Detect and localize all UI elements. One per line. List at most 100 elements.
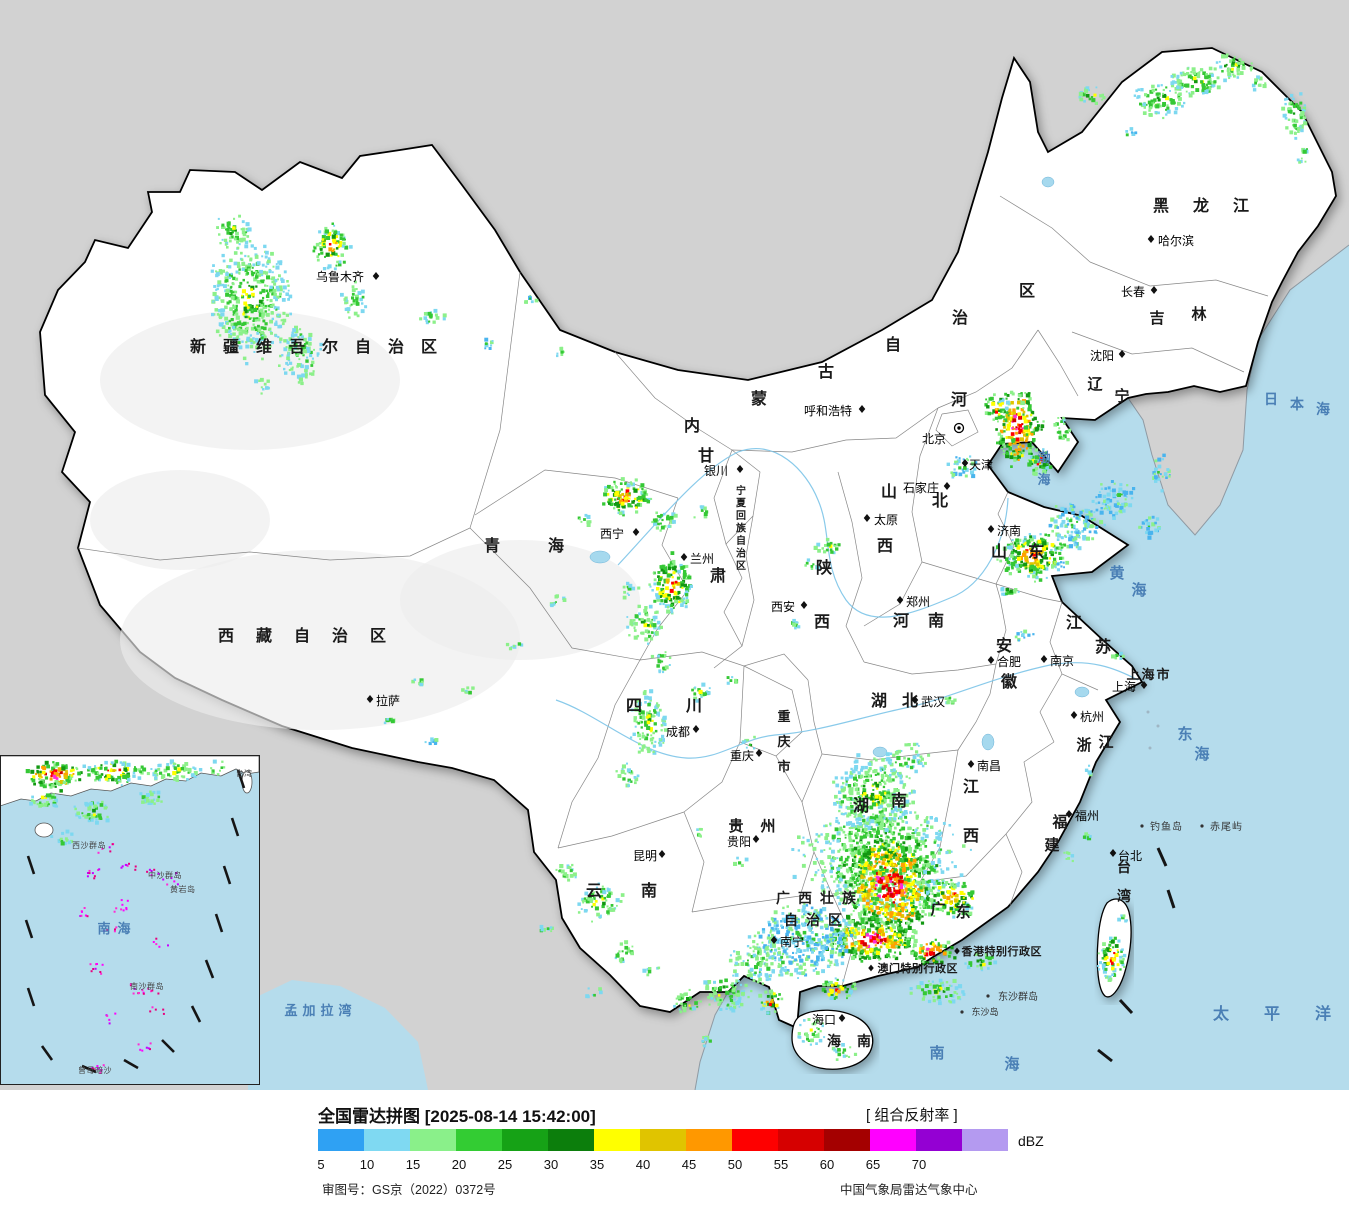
province-label: 区 <box>370 627 386 645</box>
city-label: 武汉 <box>921 695 945 709</box>
island-label: 沙 <box>1008 991 1018 1003</box>
city-label: 太原 <box>874 512 898 527</box>
dbz-scale-value: 20 <box>451 1157 467 1172</box>
province-label: 治 <box>388 337 404 356</box>
province-label: 州 <box>759 818 775 835</box>
province-label: 浙 <box>1076 736 1091 754</box>
province-label: 龙 <box>1192 196 1209 215</box>
province-label: 江 <box>1066 614 1082 632</box>
dbz-scale-value: 45 <box>681 1157 697 1172</box>
city-marker <box>868 964 874 972</box>
inset-label: 群 <box>147 981 155 991</box>
dbz-scale-value: 65 <box>865 1157 881 1172</box>
city-label: 南昌 <box>977 758 1001 773</box>
province-label: 台 <box>1117 859 1131 875</box>
sea-label: 太 <box>1212 1004 1230 1023</box>
dbz-colorbar-segment <box>640 1129 686 1151</box>
city-label: 乌鲁木齐 <box>316 269 364 284</box>
dbz-scale-value: 60 <box>819 1157 835 1172</box>
city-label: 成都 <box>666 725 690 739</box>
city-label: 西安 <box>771 599 795 614</box>
dbz-colorbar-segment <box>962 1129 1008 1151</box>
province-label: 政 <box>1019 944 1031 958</box>
province-label: 行 <box>923 961 935 975</box>
credit-label: 中国气象局雷达气象中心 <box>840 1183 978 1197</box>
city-labels: 乌鲁木齐拉萨西宁兰州银川呼和浩特北京天津石家庄太原济南郑州西安南京合肥上海杭州武… <box>316 233 1194 1027</box>
province-label: 蒙 <box>751 389 767 408</box>
island-label: 屿 <box>1232 821 1242 833</box>
city-marker <box>858 405 866 413</box>
island-dot <box>986 994 990 998</box>
city-label: 南京 <box>1050 653 1074 668</box>
sea-label: 孟 <box>284 1003 297 1018</box>
province-label: 区 <box>421 338 437 356</box>
city-marker <box>680 553 688 561</box>
city-marker <box>987 656 995 664</box>
province-label: 苏 <box>1095 637 1111 656</box>
city-marker <box>1150 286 1158 294</box>
island-label: 岛 <box>989 1006 998 1017</box>
province-label: 政 <box>935 961 947 975</box>
city-marker <box>736 465 744 473</box>
city-label: 合肥 <box>997 654 1021 669</box>
island-label: 鱼 <box>1161 820 1171 833</box>
inset-label: 沙 <box>157 871 165 880</box>
province-label: 东 <box>955 903 970 921</box>
province-label: 市 <box>777 759 790 774</box>
inset-label: 沙 <box>81 841 89 850</box>
city-label: 拉萨 <box>376 693 400 708</box>
city-label: 沈阳 <box>1090 348 1114 363</box>
sea-label: 海 <box>1131 581 1146 599</box>
province-label: 疆 <box>223 338 239 356</box>
inset-border <box>0 755 260 1085</box>
sea-label: 海 <box>1316 401 1330 417</box>
map-title: 全国雷达拼图 [2025-08-14 15:42:00] <box>318 1107 596 1126</box>
dbz-colorbar-segment <box>916 1129 962 1151</box>
province-label: 建 <box>1044 836 1060 854</box>
province-label: 海 <box>548 536 564 555</box>
city-marker <box>838 1014 846 1022</box>
province-labels: 新疆维吾尔自治区西藏自治区青 海甘肃内蒙古自治区宁夏回族自治区 陕西山西河北山 东河南… <box>190 196 1249 1049</box>
dbz-colorbar <box>318 1129 1008 1151</box>
province-label: 自 <box>736 534 746 547</box>
city-marker <box>372 272 380 280</box>
inset-label: 黄 <box>170 884 178 894</box>
inset-label: 岛 <box>98 840 106 850</box>
island-label: 钓 <box>1150 820 1160 833</box>
inset-label: 西 <box>72 841 80 850</box>
province-label: 江 <box>1098 733 1113 751</box>
city-label: 兰州 <box>690 552 714 566</box>
sea-label: 南 <box>929 1044 944 1062</box>
dbz-scale-value: 25 <box>497 1157 513 1172</box>
city-marker <box>911 696 919 704</box>
sea-label: 湾 <box>338 1003 351 1018</box>
province-label: 吾 <box>289 338 305 356</box>
dbz-colorbar-segment <box>364 1129 410 1151</box>
province-label: 新 <box>190 337 206 356</box>
city-label: 呼和浩特 <box>804 403 852 418</box>
city-marker <box>1147 235 1155 243</box>
city-marker <box>961 459 969 467</box>
inset-label: 海 <box>117 921 130 936</box>
inset-label: 群 <box>165 870 173 880</box>
sea-label: 本 <box>1290 396 1305 412</box>
city-label: 贵阳 <box>727 835 751 849</box>
city-marker <box>987 525 995 533</box>
sea-label: 加 <box>301 1003 315 1018</box>
province-label: 香 <box>961 944 974 958</box>
inset-label: 岛 <box>187 884 195 894</box>
province-label: 陕 <box>816 558 832 577</box>
sea-labels: 渤海黄海东海南海日本海太平洋孟加拉湾 <box>284 391 1331 1073</box>
province-label: 广 <box>776 890 790 906</box>
province-label: 东 <box>1028 542 1044 561</box>
province-label: 藏 <box>256 626 272 645</box>
province-label: 自 <box>294 626 310 645</box>
island-label: 东 <box>998 990 1008 1003</box>
province-label: 湖 <box>853 797 869 815</box>
city-label: 上海 <box>1112 679 1136 694</box>
province-label: 北 <box>902 692 918 710</box>
province-label: 贵 <box>728 817 743 835</box>
island-label: 尾 <box>1221 821 1231 833</box>
dbz-colorbar-segment <box>824 1129 870 1151</box>
province-label: 南 <box>857 1033 871 1049</box>
